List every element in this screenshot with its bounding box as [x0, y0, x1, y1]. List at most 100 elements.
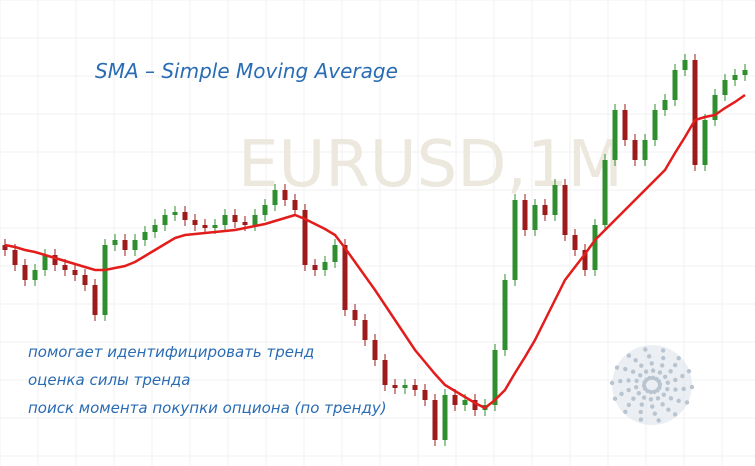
logo-dot — [637, 373, 643, 378]
logo-dot — [657, 370, 663, 375]
candle-body — [552, 185, 558, 215]
logo-dot — [646, 354, 652, 359]
annotation: поиск момента покупки опциона (по тренду… — [28, 399, 387, 417]
logo-dot — [650, 404, 655, 409]
logo-dot — [626, 378, 631, 383]
logo-dot — [650, 375, 656, 381]
candle-body — [152, 225, 158, 232]
logo-dot — [643, 347, 648, 352]
logo-dot — [684, 400, 690, 405]
candle-body — [352, 310, 358, 320]
candle-body — [272, 190, 278, 205]
candle-body — [72, 270, 78, 275]
sma-line — [4, 93, 746, 410]
plot — [2, 54, 748, 446]
candle-body — [442, 395, 448, 440]
candle-body — [342, 245, 348, 310]
candle-body — [102, 245, 108, 315]
logo-sphere — [612, 345, 692, 425]
logo-dot — [626, 402, 632, 408]
candle-body — [702, 120, 708, 165]
candle-body — [332, 245, 338, 262]
candle-body — [312, 265, 318, 270]
candle-body — [462, 400, 468, 405]
logo-dot — [660, 348, 666, 353]
logo-dot — [636, 390, 642, 396]
logo-dot — [648, 397, 654, 402]
logo-dot — [665, 386, 670, 392]
logo-dot — [652, 411, 658, 416]
logo-dot — [639, 363, 644, 368]
candle-body — [572, 235, 578, 250]
candle-body — [92, 285, 98, 315]
candle-body — [32, 270, 38, 280]
logo-dot — [612, 396, 618, 401]
logo-dot — [650, 368, 656, 373]
candle-body — [522, 200, 528, 230]
candle-body — [22, 265, 28, 280]
candle-body — [192, 220, 198, 225]
candle-body — [452, 395, 458, 405]
candle-body — [362, 320, 368, 340]
candle-body — [322, 262, 328, 270]
candle-body — [712, 95, 718, 120]
candle-body — [562, 185, 568, 235]
logo-dot — [673, 377, 678, 383]
candle-body — [212, 225, 218, 228]
candle-body — [472, 400, 478, 410]
logo-dot — [676, 398, 681, 404]
candle-body — [252, 215, 258, 225]
candle-body — [412, 385, 418, 390]
logo-dot — [686, 369, 692, 374]
logo-dot — [668, 396, 674, 401]
candle-body — [612, 110, 618, 160]
candle-body — [302, 210, 308, 265]
logo-dot — [681, 386, 686, 392]
candle-body — [662, 100, 668, 110]
candle-body — [2, 245, 8, 250]
candle-body — [592, 225, 598, 270]
logo — [609, 345, 695, 425]
candle-body — [402, 385, 408, 388]
logo-dot — [655, 396, 661, 401]
candle-body — [42, 255, 48, 270]
logo-dot — [631, 396, 636, 401]
logo-dot — [659, 363, 665, 368]
logo-dot — [633, 385, 639, 390]
candle-body — [422, 390, 428, 400]
logo-dot — [647, 375, 652, 381]
logo-dot — [643, 369, 649, 374]
logo-dot — [672, 412, 678, 417]
candle-body — [122, 240, 128, 250]
logo-dot — [641, 395, 647, 400]
logo-dot — [609, 380, 615, 386]
candle-body — [142, 232, 148, 240]
candle-body — [652, 110, 658, 140]
candle-body — [82, 275, 88, 285]
logo-dot — [672, 362, 678, 368]
candle-body — [532, 205, 538, 230]
candle-body — [542, 205, 548, 215]
candle-body — [382, 360, 388, 385]
logo-dot — [633, 358, 638, 363]
logo-dot — [618, 378, 623, 384]
candle-body — [492, 350, 498, 405]
candle-body — [242, 222, 248, 225]
candle-body — [292, 200, 298, 210]
candle-body — [262, 205, 268, 215]
candle-body — [62, 265, 68, 270]
logo-dot — [666, 407, 671, 412]
logo-dot — [660, 402, 665, 407]
candle-body — [632, 140, 638, 160]
candle-body — [112, 240, 118, 245]
candle-body — [742, 70, 748, 75]
logo-dot — [619, 391, 624, 397]
candle-body — [512, 200, 518, 280]
candle-body — [12, 250, 18, 265]
logo-dot — [668, 369, 673, 374]
chart-title: SMA – Simple Moving Average — [95, 59, 398, 83]
logo-dot — [626, 353, 632, 358]
candle-body — [162, 215, 168, 225]
logo-dot — [662, 374, 668, 380]
